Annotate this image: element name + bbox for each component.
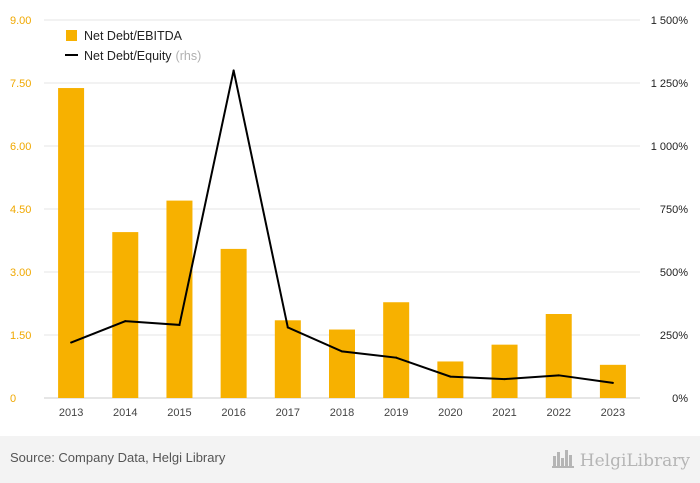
bar-2021 xyxy=(491,344,518,398)
left-tick-label: 3.00 xyxy=(10,267,31,279)
left-tick-label: 6.00 xyxy=(10,141,31,153)
x-tick-label: 2015 xyxy=(167,407,191,419)
bar-2013 xyxy=(58,88,85,398)
bar-2022 xyxy=(545,314,572,398)
line-series xyxy=(70,69,614,384)
x-tick-label: 2013 xyxy=(59,407,83,419)
right-axis-ticks: 0% 250% 500% 750% 1 000% 1 250% 1 500% xyxy=(651,15,689,405)
right-tick-label: 500% xyxy=(660,267,688,279)
right-tick-label: 250% xyxy=(660,330,688,342)
chart: 0 1.50 3.00 4.50 6.00 7.50 9.00 0% 250% 500% 750%… xyxy=(10,15,689,419)
legend-line-name: Net Debt/Equity xyxy=(84,49,172,63)
footer: Source: Company Data, Helgi Library Helg… xyxy=(0,436,700,483)
line-point-2023 xyxy=(611,381,614,384)
legend-line-label[interactable]: Net Debt/Equity (rhs) xyxy=(84,49,201,63)
bar-2014 xyxy=(112,232,139,398)
x-tick-label: 2018 xyxy=(330,407,354,419)
x-tick-label: 2014 xyxy=(113,407,137,419)
line-point-2022 xyxy=(557,374,560,377)
legend[interactable]: Net Debt/EBITDA Net Debt/Equity (rhs) xyxy=(65,29,201,63)
bar-2019 xyxy=(383,302,410,398)
bar-2020 xyxy=(437,361,464,398)
line-point-2015 xyxy=(178,323,181,326)
source-note: Source: Company Data, Helgi Library xyxy=(10,450,226,465)
right-tick-label: 0% xyxy=(672,393,688,405)
x-tick-label: 2019 xyxy=(384,407,408,419)
line-point-2014 xyxy=(124,320,127,323)
bar-2017 xyxy=(274,320,301,398)
legend-bar-label[interactable]: Net Debt/EBITDA xyxy=(84,29,183,43)
right-tick-label: 750% xyxy=(660,204,688,216)
x-tick-label: 2020 xyxy=(438,407,462,419)
legend-rhs-suffix: (rhs) xyxy=(176,49,202,63)
left-tick-label: 7.50 xyxy=(10,78,31,90)
line-point-2020 xyxy=(449,375,452,378)
left-tick-label: 0 xyxy=(10,393,16,405)
legend-bar-swatch xyxy=(66,30,77,41)
left-tick-label: 4.50 xyxy=(10,204,31,216)
right-tick-label: 1 250% xyxy=(651,78,689,90)
line-point-2016 xyxy=(232,69,235,72)
left-axis-ticks: 0 1.50 3.00 4.50 6.00 7.50 9.00 xyxy=(10,15,31,405)
line-point-2019 xyxy=(395,356,398,359)
x-tick-label: 2016 xyxy=(221,407,245,419)
x-axis-ticks: 2013 2014 2015 2016 2017 2018 2019 2020 2021 2022… xyxy=(59,407,625,419)
bar-2015 xyxy=(166,200,193,398)
line-point-2013 xyxy=(70,341,73,344)
line-point-2018 xyxy=(341,350,343,353)
line-point-2021 xyxy=(503,378,506,381)
left-tick-label: 1.50 xyxy=(10,330,31,342)
right-tick-label: 1 500% xyxy=(651,15,689,27)
bar-2018 xyxy=(329,329,355,398)
line-point-2017 xyxy=(286,326,289,329)
x-tick-label: 2017 xyxy=(276,407,300,419)
x-tick-label: 2021 xyxy=(492,407,516,419)
city-skyline-icon xyxy=(551,448,576,473)
bar-series xyxy=(58,88,626,398)
brand-name: HelgiLibrary xyxy=(579,450,690,471)
x-tick-label: 2022 xyxy=(546,407,570,419)
left-tick-label: 9.00 xyxy=(10,15,31,27)
right-tick-label: 1 000% xyxy=(651,141,689,153)
gridlines xyxy=(44,19,640,399)
bar-2016 xyxy=(220,248,247,398)
x-tick-label: 2023 xyxy=(601,407,625,419)
brand-logo[interactable]: HelgiLibrary xyxy=(551,448,690,473)
